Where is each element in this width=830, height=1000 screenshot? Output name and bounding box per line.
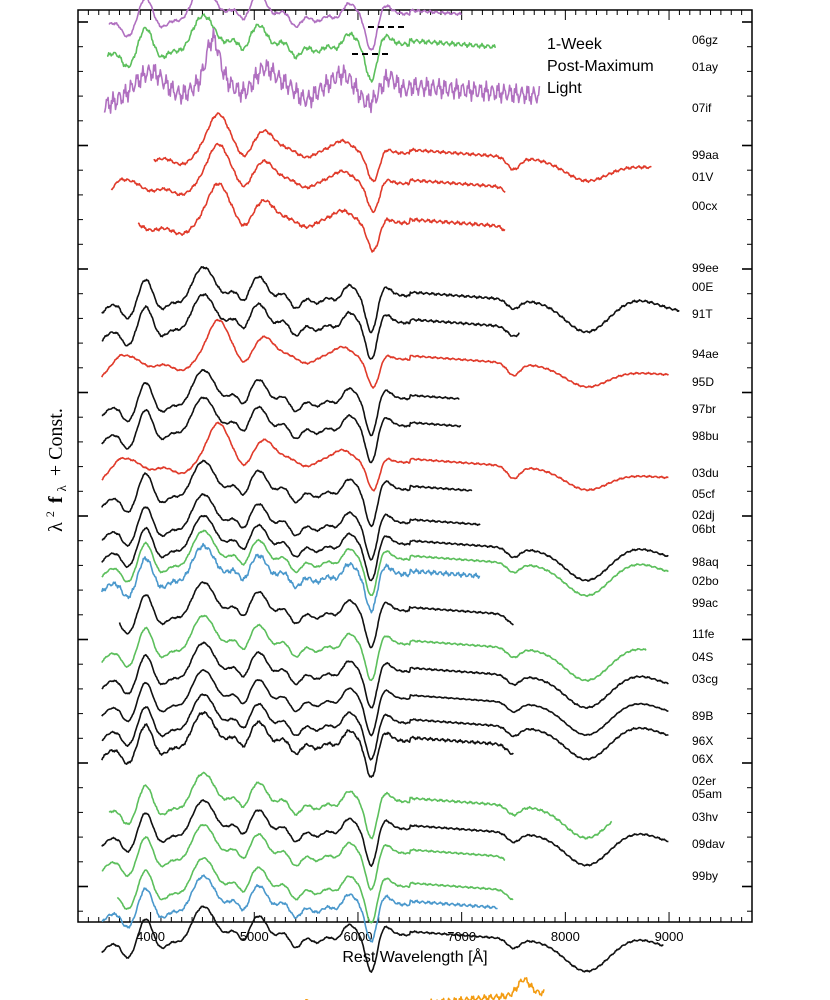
y-axis-lambda: λ [45, 522, 67, 532]
spectra-series [101, 0, 680, 1000]
x-tick-label: 8000 [551, 929, 580, 944]
sn-label-05am: 05am [692, 787, 722, 801]
sn-label-00E: 00E [692, 280, 713, 294]
spectrum-02er [116, 857, 514, 924]
plot-frame [77, 9, 753, 923]
spectrum-96X [101, 799, 669, 867]
spectrum-03du [101, 493, 481, 561]
x-tick-label: 6000 [344, 929, 373, 944]
spectrum-99aa [153, 112, 652, 184]
sn-label-99by: 99by [692, 869, 718, 883]
x-axis-title: Rest Wavelength [Å] [342, 947, 487, 966]
sn-label-04S: 04S [692, 650, 713, 664]
sn-label-02er: 02er [692, 774, 716, 788]
y-axis-subscript: λ [54, 484, 69, 491]
y-axis-exponent: 2 [43, 511, 57, 517]
sn-label-06gz: 06gz [692, 33, 718, 47]
spectrum-01ay [106, 13, 497, 83]
y-axis-flux: f [45, 496, 67, 503]
sn-label-97br: 97br [692, 402, 716, 416]
sn-label-03hv: 03hv [692, 810, 718, 824]
y-axis-title: λ 2 f λ + Const. [37, 408, 71, 532]
spectrum-06X [101, 823, 506, 891]
sn-label-01ay: 01ay [692, 60, 718, 74]
sn-label-03du: 03du [692, 466, 719, 480]
x-tick-label: 9000 [655, 929, 684, 944]
sn-label-03cg: 03cg [692, 672, 718, 686]
spectrum-05am [101, 874, 498, 943]
spectrum-01V [110, 142, 506, 214]
x-tick-labels: 4000 5000 6000 7000 8000 9000 [136, 929, 683, 944]
spectrum-91T [101, 318, 669, 389]
sn-label-06bt: 06bt [692, 522, 716, 536]
spectrum-00E [101, 293, 520, 360]
spectrum-89B [108, 771, 613, 840]
spectrum-98bu [101, 459, 473, 528]
sn-label-02dj: 02dj [692, 508, 715, 522]
sn-label-99ee: 99ee [692, 261, 719, 275]
axis-ticks [78, 10, 752, 922]
sn-label-07if: 07if [692, 101, 712, 115]
annotation-line-1: 1-Week [547, 36, 603, 53]
sn-label-01V: 01V [692, 170, 713, 184]
supernova-labels: 06gz 01ay 07if 99aa 01V 00cx 99ee 00E 91T 94ae 95D… [692, 33, 725, 883]
spectrum-03cg [101, 711, 514, 778]
x-tick-label: 4000 [136, 929, 165, 944]
spectrum-11fe [101, 668, 669, 737]
spectrum-95D [101, 396, 462, 464]
sn-label-91T: 91T [692, 307, 713, 321]
spectrum-00cx [137, 182, 506, 253]
sn-label-99aa: 99aa [692, 148, 719, 162]
spectrum-99ac [101, 641, 669, 710]
sn-label-94ae: 94ae [692, 347, 719, 361]
sn-label-00cx: 00cx [692, 199, 717, 213]
spectrum-06bt [101, 542, 481, 614]
spectrum-09dav [305, 977, 545, 1000]
spectrum-02dj [101, 529, 669, 598]
sn-label-98bu: 98bu [692, 429, 719, 443]
sn-label-95D: 95D [692, 375, 714, 389]
spectrum-97br [101, 421, 669, 492]
sn-label-99ac: 99ac [692, 596, 718, 610]
annotation-line-3: Light [547, 80, 582, 97]
sn-label-98aq: 98aq [692, 555, 719, 569]
sn-label-05cf: 05cf [692, 487, 715, 501]
x-tick-label: 7000 [447, 929, 476, 944]
sn-label-11fe: 11fe [692, 627, 715, 641]
annotation-line-2: Post-Maximum [547, 58, 654, 75]
y-axis-const: + Const. [45, 408, 67, 476]
sn-label-02bo: 02bo [692, 574, 719, 588]
spectrum-99ee [101, 266, 680, 334]
spectrum-07if [103, 27, 541, 114]
spectrum-03hv [101, 905, 664, 973]
sn-label-09dav: 09dav [692, 837, 725, 851]
sn-label-89B: 89B [692, 709, 713, 723]
sn-label-96X: 96X [692, 734, 713, 748]
sn-label-06X: 06X [692, 752, 713, 766]
spectrum-04S [101, 693, 669, 761]
spectrum-02bo [101, 614, 647, 682]
spectrum-06gz [108, 0, 462, 51]
spectrum-05cf [101, 514, 669, 582]
x-tick-label: 5000 [240, 929, 269, 944]
spectrum-98aq [118, 581, 514, 649]
spectrum-94ae [101, 368, 460, 437]
